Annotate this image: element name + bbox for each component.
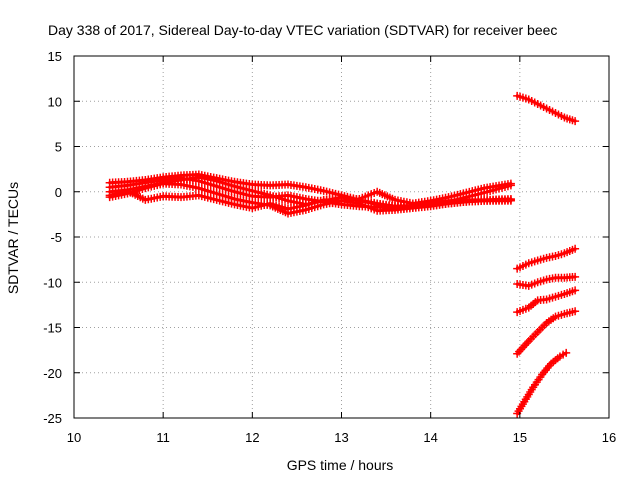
y-tick-label: 15 — [48, 49, 62, 64]
y-axis-title: SDTVAR / TECUs — [5, 182, 21, 294]
series-track-h — [513, 272, 580, 290]
data-point — [571, 272, 580, 281]
data-point — [506, 179, 515, 188]
y-tick-label: 10 — [48, 94, 62, 109]
series-track-k — [513, 348, 571, 418]
y-tick-label: -10 — [43, 275, 62, 290]
y-tick-label: -15 — [43, 321, 62, 336]
data-point — [571, 286, 580, 295]
data-point — [562, 348, 571, 357]
data-point — [571, 307, 580, 316]
y-tick-label: 5 — [55, 140, 62, 155]
x-tick-label: 13 — [334, 430, 348, 445]
series-track-f — [513, 91, 580, 126]
data-point — [571, 244, 580, 253]
y-tick-label: 0 — [55, 185, 62, 200]
data-point — [571, 117, 580, 126]
y-tick-label: -20 — [43, 366, 62, 381]
series-track-j — [513, 307, 580, 358]
data-point — [506, 196, 515, 205]
plot-points — [105, 91, 580, 418]
series-track-e — [105, 179, 515, 218]
x-axis-title: GPS time / hours — [287, 457, 394, 473]
x-tick-label: 12 — [245, 430, 259, 445]
x-tick-label: 11 — [156, 430, 170, 445]
series-track-g — [513, 244, 580, 273]
grid-lines — [74, 56, 609, 418]
chart-title: Day 338 of 2017, Sidereal Day-to-day VTE… — [48, 22, 557, 38]
x-tick-label: 15 — [513, 430, 527, 445]
y-tick-label: -5 — [50, 230, 62, 245]
y-tick-label: -25 — [43, 411, 62, 426]
x-tick-label: 16 — [602, 430, 616, 445]
series-track-i — [513, 286, 580, 317]
x-tick-label: 14 — [423, 430, 437, 445]
x-tick-label: 10 — [67, 430, 81, 445]
axis-ticks: 10 11 12 13 14 15 16 15 10 5 0 -5 -10 -15 -20 -25 — [43, 49, 616, 445]
